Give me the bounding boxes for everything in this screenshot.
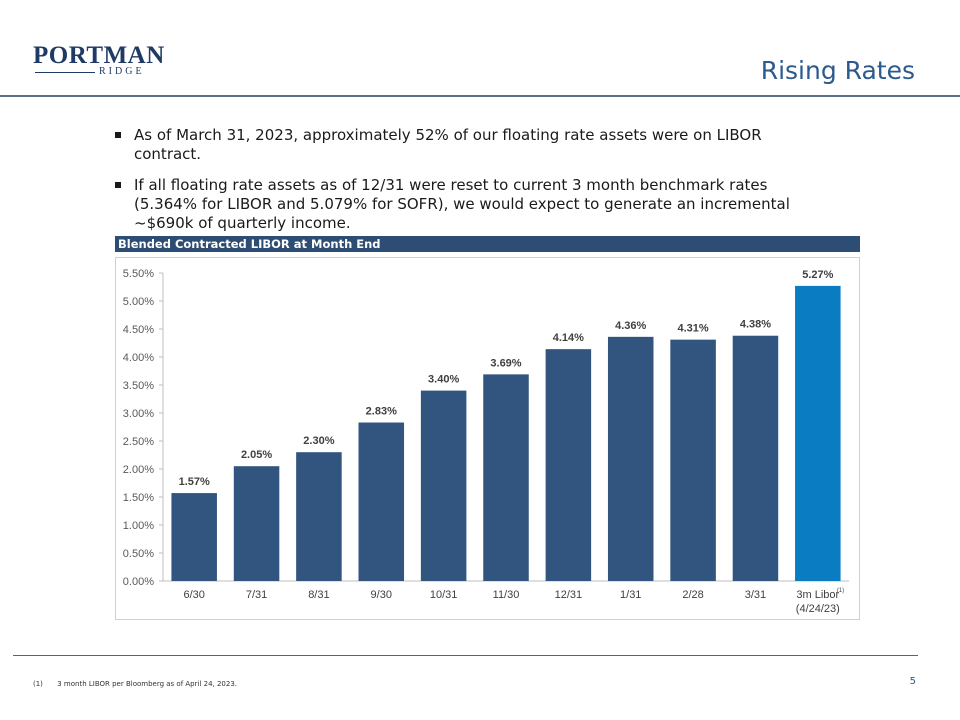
bullet-list: As of March 31, 2023, approximately 52% … (112, 126, 832, 245)
bar (795, 285, 841, 581)
y-tick-label: 0.00% (123, 576, 154, 588)
logo-wordmark: PORTMAN (33, 42, 165, 69)
x-tick-label: 11/30 (493, 589, 520, 601)
x-tick-label: 2/28 (682, 589, 703, 601)
header-divider (0, 95, 960, 97)
bar-chart: 0.00% 0.50% 1.00% 1.50% 2.00% 2.50% 3.00% 3.50%… (123, 268, 849, 615)
data-label: 3.40% (428, 374, 459, 386)
x-tick-label: 1/31 (620, 589, 641, 601)
page-number: 5 (909, 676, 916, 687)
bullet-item: If all floating rate assets as of 12/31 … (112, 176, 832, 233)
chart-section-header: Blended Contracted LIBOR at Month End (115, 236, 860, 252)
logo-subtext: RIDGE (99, 66, 145, 77)
bar (670, 339, 716, 581)
page-title: Rising Rates (760, 56, 915, 85)
y-tick-label: 2.50% (123, 436, 154, 448)
y-tick-label: 4.50% (123, 324, 154, 336)
bullet-item: As of March 31, 2023, approximately 52% … (112, 126, 832, 164)
bar (483, 374, 529, 581)
bar (732, 335, 779, 581)
y-tick-label: 1.50% (123, 492, 154, 504)
logo-rule (35, 72, 95, 73)
bullet-text: As of March 31, 2023, approximately 52% … (134, 126, 762, 163)
footnote-number: (1) (33, 680, 43, 688)
x-tick-sublabel: (4/24/23) (796, 603, 840, 615)
bullet-text: If all floating rate assets as of 12/31 … (134, 176, 790, 232)
data-label: 5.27% (802, 269, 833, 281)
bar (358, 422, 405, 581)
y-tick-label: 1.00% (123, 520, 154, 532)
chart-section-title: Blended Contracted LIBOR at Month End (118, 237, 381, 251)
y-tick-label: 5.50% (123, 268, 154, 280)
x-tick-label: 8/31 (308, 589, 329, 601)
x-tick-label: 10/31 (430, 589, 458, 601)
footnote: (1) 3 month LIBOR per Bloomberg as of Ap… (33, 680, 237, 688)
y-tick-label: 2.00% (123, 464, 154, 476)
x-tick-label: 7/31 (246, 589, 267, 601)
data-label: 2.30% (303, 435, 334, 447)
data-label: 1.57% (179, 476, 210, 488)
x-tick-label: 3m Libor (796, 589, 839, 601)
x-tick-label: 12/31 (555, 589, 583, 601)
bar (233, 466, 280, 581)
y-tick-label: 0.50% (123, 548, 154, 560)
company-logo: PORTMAN RIDGE (33, 42, 164, 82)
data-label: 4.14% (553, 332, 584, 344)
data-label: 2.83% (366, 406, 397, 418)
bar (545, 349, 592, 581)
data-label: 2.05% (241, 449, 272, 461)
square-bullet-icon (115, 182, 121, 188)
square-bullet-icon (115, 132, 121, 138)
y-tick-label: 3.50% (123, 380, 154, 392)
data-label: 4.36% (615, 320, 646, 332)
bar (607, 336, 654, 581)
data-label: 4.31% (677, 323, 708, 335)
x-tick-label: 9/30 (371, 589, 392, 601)
footnote-text: 3 month LIBOR per Bloomberg as of April … (57, 680, 238, 688)
x-tick-superscript: (1) (837, 588, 844, 594)
data-label: 3.69% (490, 357, 521, 369)
footer-divider (13, 655, 918, 656)
data-label: 4.38% (740, 319, 771, 331)
x-tick-label: 3/31 (745, 589, 766, 601)
bar (296, 452, 342, 581)
y-tick-label: 5.00% (123, 296, 154, 308)
chart-container: 0.00% 0.50% 1.00% 1.50% 2.00% 2.50% 3.00% 3.50%… (115, 257, 860, 620)
x-tick-label: 6/30 (183, 589, 204, 601)
bar (171, 493, 217, 581)
y-tick-label: 3.00% (123, 408, 154, 420)
bar (420, 390, 467, 581)
y-tick-label: 4.00% (123, 352, 154, 364)
